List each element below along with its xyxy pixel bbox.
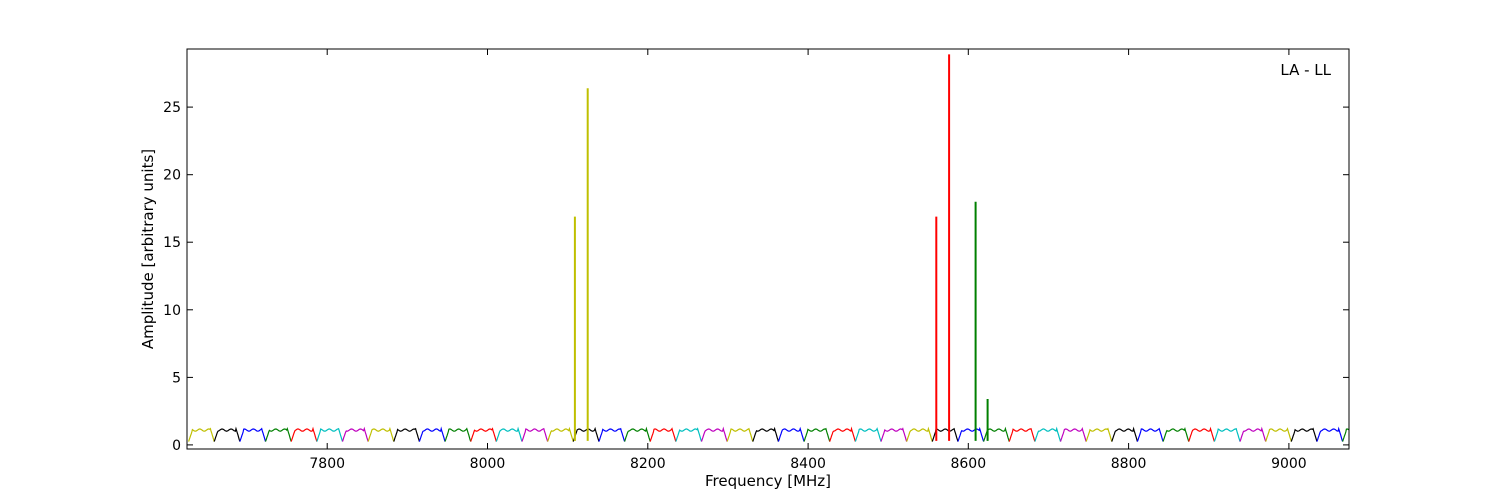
channel-series-line <box>1085 427 1113 442</box>
channel-series-line <box>1188 426 1215 442</box>
channel-series-line <box>675 427 703 442</box>
chart-annotation: LA - LL <box>1280 61 1331 79</box>
channel-series-line <box>1162 426 1190 442</box>
y-tick-label: 20 <box>163 168 181 184</box>
channel-series-line <box>829 426 856 442</box>
channel-series-line <box>1034 426 1062 442</box>
x-tick-label: 8800 <box>1111 456 1147 472</box>
series-layer <box>188 426 1350 442</box>
y-axis-label: Amplitude [arbitrary units] <box>139 149 157 349</box>
y-tick-label: 15 <box>163 235 181 251</box>
channel-series-line <box>1342 428 1350 442</box>
channel-series-line <box>316 427 344 442</box>
x-tick-label: 8200 <box>630 456 666 472</box>
channel-series-line <box>1008 427 1036 442</box>
x-tick-label: 8600 <box>950 456 986 472</box>
x-axis-label: Frequency [MHz] <box>705 472 831 490</box>
channel-series-line <box>1239 426 1267 442</box>
channel-series-line <box>495 426 523 442</box>
channel-series-line <box>1316 426 1344 442</box>
y-tick-label: 5 <box>172 370 181 386</box>
channel-series-line <box>700 426 728 442</box>
x-tick-label: 8000 <box>470 456 506 472</box>
channel-series-line <box>572 426 600 442</box>
channel-series-line <box>726 427 754 442</box>
x-tick-label: 7800 <box>309 456 345 472</box>
channel-series-line <box>598 427 626 442</box>
channel-series-line <box>367 426 395 442</box>
channel-series-line <box>880 427 908 442</box>
x-tick-label: 8400 <box>790 456 826 472</box>
channel-series-line <box>752 426 779 442</box>
channel-series-line <box>1111 426 1138 442</box>
tick-layer: 7800 8000 8200 8400 8600 8800 9000 0 5 10 15 20 25 <box>163 49 1349 472</box>
channel-series-line <box>470 427 497 442</box>
plot-frame <box>186 48 1350 450</box>
y-tick-label: 25 <box>163 100 181 116</box>
channel-series-line <box>1265 427 1292 442</box>
y-tick-label: 0 <box>172 438 181 454</box>
channel-series-line <box>906 426 933 442</box>
channel-series-line <box>341 426 369 442</box>
channel-series-line <box>777 426 805 442</box>
channel-series-line <box>624 426 651 442</box>
channel-series-line <box>213 426 241 442</box>
x-tick-label: 9000 <box>1271 456 1307 472</box>
channel-series-line <box>854 427 882 442</box>
channel-series-line <box>188 427 215 442</box>
channel-series-line <box>418 426 446 442</box>
channel-series-line <box>393 427 420 442</box>
channel-series-line <box>444 427 472 442</box>
channel-series-line <box>1136 427 1164 442</box>
y-tick-label: 10 <box>163 303 181 319</box>
channel-series-line <box>547 426 574 442</box>
channel-series-line <box>239 427 267 442</box>
channel-series-line <box>1290 427 1318 442</box>
channel-series-line <box>1213 427 1241 442</box>
spike-layer <box>573 54 989 441</box>
channel-series-line <box>264 427 292 442</box>
channel-series-line <box>803 427 831 442</box>
channel-series-line <box>290 426 318 442</box>
channel-series-line <box>1059 427 1087 442</box>
channel-series-line <box>521 427 549 442</box>
channel-series-line <box>649 427 677 442</box>
channel-series-line <box>957 426 985 442</box>
